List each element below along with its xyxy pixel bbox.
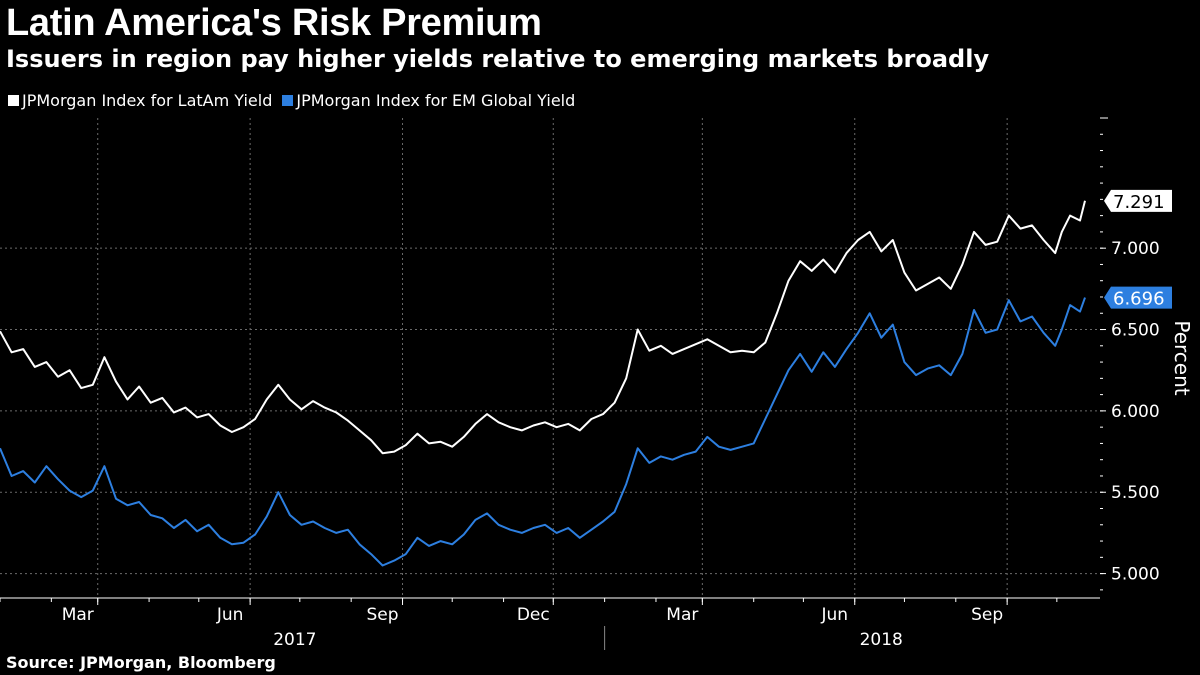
y-tick-label: 5.000 — [1111, 565, 1160, 585]
grid — [0, 118, 1100, 598]
last-value-callout-bg — [1104, 189, 1172, 212]
x-year-label: 2017 — [273, 630, 316, 650]
legend-swatch-latam — [8, 95, 19, 106]
legend-item-latam: JPMorgan Index for LatAm Yield — [8, 91, 272, 110]
series-group — [0, 200, 1086, 567]
source-note: Source: JPMorgan, Bloomberg — [6, 653, 276, 672]
legend-swatch-em — [282, 95, 294, 106]
x-tick-label: Jun — [820, 605, 848, 625]
x-tick-label: Sep — [367, 605, 399, 625]
legend-label-latam: JPMorgan Index for LatAm Yield — [22, 91, 273, 110]
legend: JPMorgan Index for LatAm Yield JPMorgan … — [8, 91, 575, 110]
last-value-callout-bg — [1104, 286, 1172, 309]
y-tick-label: 6.000 — [1111, 402, 1160, 422]
axes — [0, 117, 1108, 650]
series-line-em — [0, 297, 1086, 567]
y-tick-label: 7.000 — [1111, 239, 1160, 259]
legend-label-em: JPMorgan Index for EM Global Yield — [296, 91, 576, 110]
last-value-label: 6.696 — [1113, 289, 1165, 310]
chart-subtitle: Issuers in region pay higher yields rela… — [6, 45, 990, 73]
y-tick-label: 6.500 — [1111, 321, 1160, 341]
x-year-label: 2018 — [860, 630, 903, 650]
x-tick-label: Dec — [517, 605, 550, 625]
x-tick-label: Mar — [666, 605, 698, 625]
y-tick-label: 5.500 — [1111, 483, 1160, 503]
legend-item-em: JPMorgan Index for EM Global Yield — [282, 91, 575, 110]
labels: 5.000 5.500 6.000 6.500 7.000 Mar Jun Sep Dec Mar… — [62, 189, 1194, 650]
chart-title: Latin America's Risk Premium — [6, 2, 542, 44]
series-line-latam — [0, 200, 1086, 455]
x-tick-label: Jun — [216, 605, 244, 625]
y-axis-title: Percent — [1170, 320, 1194, 395]
last-value-label: 7.291 — [1113, 192, 1165, 213]
x-tick-label: Mar — [62, 605, 94, 625]
x-tick-label: Sep — [971, 605, 1003, 625]
